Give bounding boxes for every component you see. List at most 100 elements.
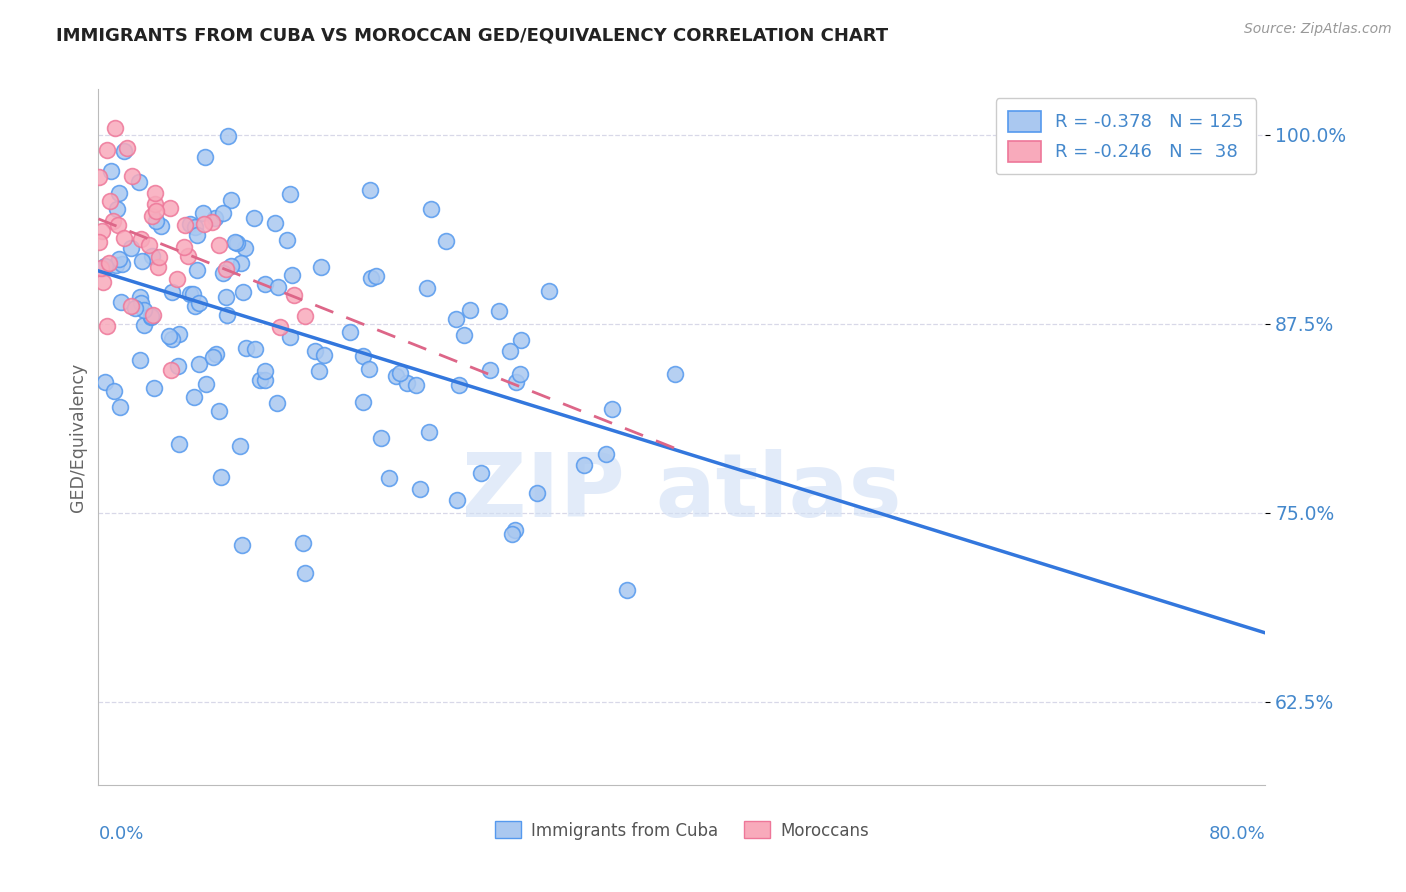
Point bbox=[184, 219, 207, 234]
Point bbox=[100, 164, 122, 178]
Point bbox=[142, 308, 165, 322]
Point bbox=[131, 296, 153, 310]
Point bbox=[229, 256, 252, 270]
Text: 80.0%: 80.0% bbox=[1209, 825, 1265, 843]
Point bbox=[352, 395, 374, 409]
Point bbox=[87, 169, 110, 184]
Point bbox=[254, 364, 277, 378]
Point bbox=[278, 329, 301, 343]
Point bbox=[186, 263, 208, 277]
Point bbox=[124, 301, 146, 315]
Point bbox=[419, 202, 441, 216]
Point bbox=[294, 309, 316, 323]
Point bbox=[201, 215, 224, 229]
Point bbox=[179, 287, 201, 301]
Point bbox=[509, 367, 531, 381]
Point bbox=[505, 375, 527, 389]
Point bbox=[187, 296, 209, 310]
Point bbox=[434, 234, 457, 248]
Point bbox=[110, 294, 132, 309]
Point bbox=[128, 175, 150, 189]
Point bbox=[105, 202, 128, 217]
Point bbox=[167, 359, 190, 374]
Point bbox=[131, 253, 153, 268]
Point bbox=[229, 439, 252, 453]
Point bbox=[167, 437, 190, 451]
Point bbox=[157, 329, 180, 343]
Point bbox=[108, 186, 131, 201]
Point bbox=[141, 209, 163, 223]
Point bbox=[103, 214, 125, 228]
Point bbox=[479, 363, 502, 377]
Point bbox=[104, 121, 127, 136]
Point bbox=[132, 302, 155, 317]
Point bbox=[115, 141, 138, 155]
Point bbox=[143, 186, 166, 201]
Point bbox=[378, 470, 401, 484]
Point bbox=[283, 288, 305, 302]
Point bbox=[501, 527, 523, 541]
Point bbox=[416, 281, 439, 295]
Point bbox=[226, 235, 249, 250]
Point bbox=[602, 401, 624, 416]
Point bbox=[353, 349, 375, 363]
Point bbox=[339, 325, 361, 339]
Point bbox=[93, 275, 115, 289]
Point bbox=[217, 128, 239, 143]
Point bbox=[537, 285, 560, 299]
Point bbox=[121, 169, 143, 184]
Point bbox=[267, 280, 290, 294]
Point bbox=[291, 536, 314, 550]
Point bbox=[142, 381, 165, 395]
Point bbox=[143, 197, 166, 211]
Point bbox=[131, 232, 153, 246]
Point bbox=[212, 266, 235, 280]
Point bbox=[91, 261, 114, 276]
Point bbox=[179, 217, 201, 231]
Point bbox=[499, 343, 522, 358]
Point bbox=[357, 362, 380, 376]
Point bbox=[111, 257, 134, 271]
Point bbox=[444, 311, 467, 326]
Point bbox=[105, 259, 128, 273]
Point bbox=[276, 233, 298, 247]
Point bbox=[449, 377, 471, 392]
Point bbox=[97, 256, 120, 270]
Point bbox=[526, 486, 548, 500]
Point bbox=[418, 425, 440, 439]
Point bbox=[193, 217, 215, 231]
Point bbox=[488, 303, 510, 318]
Point bbox=[235, 341, 257, 355]
Point bbox=[107, 218, 129, 232]
Point bbox=[159, 363, 181, 377]
Point bbox=[221, 193, 243, 207]
Legend: Immigrants from Cuba, Moroccans: Immigrants from Cuba, Moroccans bbox=[488, 814, 876, 847]
Point bbox=[193, 206, 215, 220]
Point bbox=[96, 318, 118, 333]
Point bbox=[186, 227, 208, 242]
Point bbox=[243, 211, 266, 225]
Point bbox=[98, 194, 121, 209]
Point bbox=[141, 249, 163, 263]
Point bbox=[148, 250, 170, 264]
Point bbox=[173, 218, 195, 232]
Point bbox=[166, 272, 188, 286]
Point bbox=[148, 260, 170, 274]
Point bbox=[389, 366, 412, 380]
Point bbox=[215, 262, 238, 277]
Point bbox=[364, 268, 387, 283]
Point bbox=[616, 583, 638, 598]
Point bbox=[264, 216, 287, 230]
Point bbox=[396, 376, 419, 391]
Point bbox=[87, 235, 110, 249]
Point bbox=[266, 395, 288, 409]
Point bbox=[112, 144, 135, 158]
Point bbox=[204, 211, 226, 226]
Point bbox=[201, 350, 224, 364]
Point bbox=[224, 235, 246, 249]
Point bbox=[94, 260, 117, 274]
Point bbox=[360, 271, 382, 285]
Point bbox=[145, 214, 167, 228]
Point bbox=[177, 249, 200, 263]
Point bbox=[370, 431, 392, 445]
